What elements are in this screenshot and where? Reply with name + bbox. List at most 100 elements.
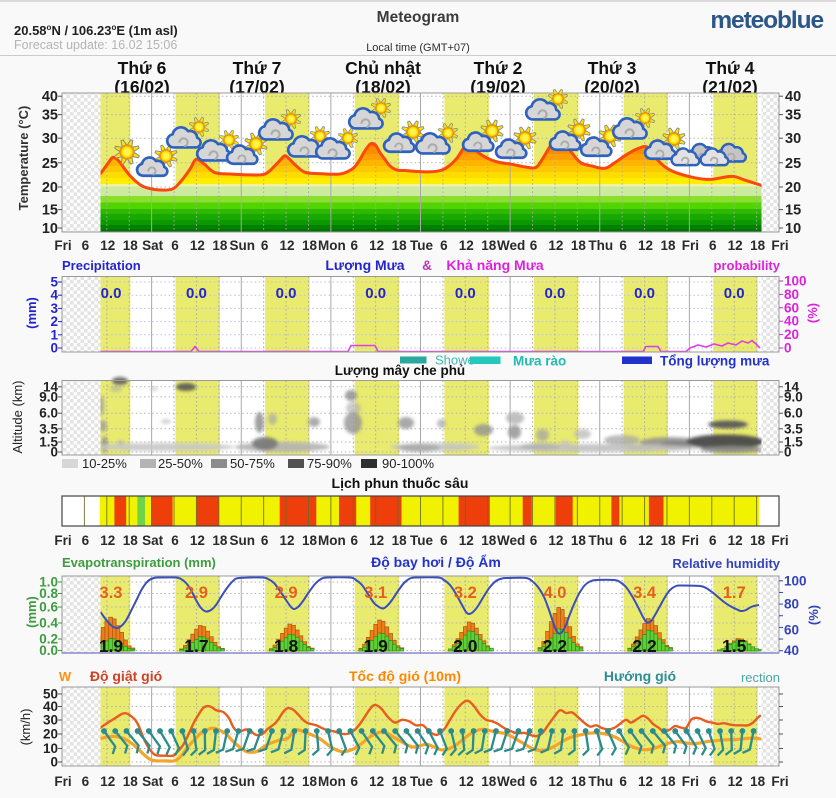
svg-text:0.0: 0.0 [545, 285, 566, 302]
svg-text:12: 12 [728, 774, 743, 789]
svg-text:12: 12 [190, 238, 205, 253]
svg-text:40: 40 [785, 89, 801, 105]
svg-text:3.2: 3.2 [454, 584, 477, 602]
svg-text:35: 35 [42, 108, 58, 124]
svg-text:12: 12 [100, 238, 115, 253]
svg-text:Wed: Wed [497, 533, 525, 548]
svg-text:(18/02): (18/02) [355, 77, 410, 97]
svg-text:0.0: 0.0 [101, 285, 122, 302]
svg-text:rection: rection [741, 670, 780, 685]
svg-text:Thứ 7: Thứ 7 [233, 58, 282, 78]
svg-text:18: 18 [481, 774, 497, 789]
svg-text:18: 18 [481, 238, 497, 253]
svg-text:18: 18 [481, 533, 497, 548]
svg-text:Sat: Sat [142, 533, 164, 548]
svg-text:probability: probability [714, 258, 781, 273]
svg-text:0.2: 0.2 [39, 632, 58, 647]
svg-text:40: 40 [42, 89, 58, 105]
svg-text:(17/02): (17/02) [229, 77, 284, 97]
svg-text:Khả năng Mưa: Khả năng Mưa [446, 257, 543, 273]
svg-text:14: 14 [43, 379, 59, 394]
svg-text:6: 6 [261, 533, 269, 548]
svg-text:Độ giật gió: Độ giật gió [90, 668, 162, 684]
svg-text:6: 6 [530, 774, 538, 789]
svg-text:18: 18 [571, 533, 587, 548]
svg-text:18: 18 [302, 774, 318, 789]
svg-text:2.2: 2.2 [543, 636, 568, 656]
svg-text:0.0: 0.0 [186, 285, 207, 302]
svg-text:10: 10 [42, 221, 58, 237]
svg-text:4.0: 4.0 [543, 584, 566, 602]
svg-text:12: 12 [190, 774, 205, 789]
svg-text:80: 80 [784, 287, 799, 302]
svg-text:(%): (%) [806, 605, 821, 625]
svg-text:20: 20 [43, 727, 58, 742]
svg-text:12: 12 [369, 774, 384, 789]
svg-text:Fri: Fri [771, 533, 788, 548]
svg-text:6: 6 [530, 238, 538, 253]
svg-text:Sun: Sun [230, 774, 256, 789]
svg-text:Lịch phun thuốc sâu: Lịch phun thuốc sâu [332, 475, 469, 491]
svg-text:Tue: Tue [410, 238, 433, 253]
svg-text:30: 30 [785, 131, 801, 147]
svg-text:10: 10 [43, 741, 58, 756]
svg-text:1.0: 1.0 [39, 575, 58, 590]
svg-text:(%): (%) [805, 303, 820, 323]
svg-text:Fri: Fri [54, 774, 71, 789]
svg-text:1: 1 [50, 327, 58, 342]
svg-text:6: 6 [530, 533, 538, 548]
svg-text:0.0: 0.0 [39, 643, 58, 658]
svg-text:18: 18 [212, 774, 228, 789]
svg-text:Wed: Wed [497, 774, 525, 789]
svg-text:6: 6 [351, 533, 359, 548]
svg-text:6: 6 [261, 774, 269, 789]
svg-text:Fri: Fri [771, 774, 788, 789]
svg-text:12: 12 [280, 238, 295, 253]
svg-text:12: 12 [548, 533, 563, 548]
svg-text:0.0: 0.0 [365, 285, 386, 302]
svg-text:6: 6 [709, 774, 717, 789]
svg-text:100: 100 [784, 573, 807, 588]
svg-text:12: 12 [638, 774, 653, 789]
svg-text:12: 12 [728, 238, 743, 253]
svg-text:6: 6 [709, 238, 717, 253]
svg-text:Thứ 2: Thứ 2 [474, 58, 523, 78]
svg-text:Fri: Fri [771, 238, 788, 253]
svg-text:3.1: 3.1 [364, 584, 387, 602]
svg-text:0: 0 [784, 341, 792, 356]
svg-text:2.9: 2.9 [275, 584, 298, 602]
svg-text:10-25%: 10-25% [82, 456, 127, 471]
svg-text:Fri: Fri [54, 238, 71, 253]
svg-text:Altitude (km): Altitude (km) [10, 381, 25, 454]
svg-text:18: 18 [660, 774, 676, 789]
svg-text:&: & [422, 258, 432, 273]
svg-text:Wed: Wed [497, 238, 525, 253]
svg-text:Tốc độ gió (10m): Tốc độ gió (10m) [349, 668, 461, 684]
svg-text:18: 18 [571, 238, 587, 253]
svg-text:Mon: Mon [318, 533, 346, 548]
svg-text:Showe: Showe [435, 353, 475, 368]
svg-text:(mm): (mm) [24, 297, 39, 329]
svg-text:(21/02): (21/02) [702, 77, 757, 97]
svg-text:1.5: 1.5 [722, 636, 747, 656]
svg-text:3.5: 3.5 [39, 421, 58, 436]
svg-text:18: 18 [392, 774, 408, 789]
svg-text:40: 40 [43, 699, 58, 714]
svg-text:Meteogram: Meteogram [377, 9, 460, 26]
svg-text:Thứ 6: Thứ 6 [118, 58, 167, 78]
svg-text:18: 18 [750, 238, 766, 253]
svg-text:6: 6 [82, 238, 90, 253]
svg-text:100: 100 [784, 274, 807, 289]
svg-text:18: 18 [392, 533, 408, 548]
svg-text:Fri: Fri [682, 533, 699, 548]
svg-text:Thu: Thu [588, 238, 613, 253]
svg-text:6: 6 [619, 774, 627, 789]
svg-text:6: 6 [709, 533, 717, 548]
svg-text:18: 18 [212, 238, 228, 253]
svg-text:1.8: 1.8 [274, 636, 299, 656]
svg-text:Mưa rào: Mưa rào [513, 354, 566, 369]
svg-text:12: 12 [548, 774, 563, 789]
svg-text:Tổng lượng mưa: Tổng lượng mưa [660, 354, 770, 369]
svg-text:18: 18 [750, 774, 766, 789]
svg-text:Sun: Sun [230, 533, 256, 548]
